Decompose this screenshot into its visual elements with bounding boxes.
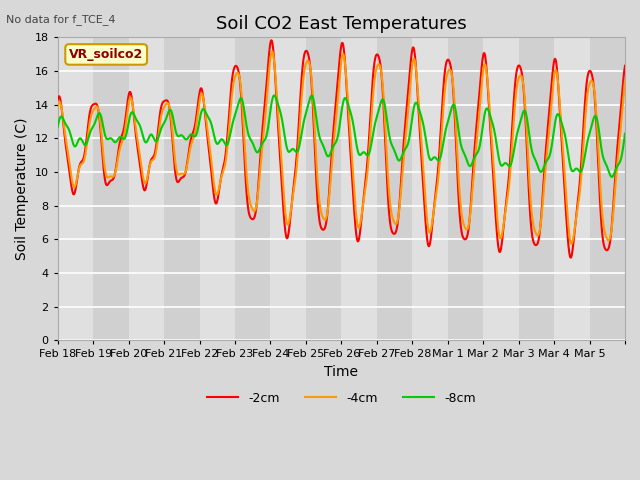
Text: No data for f_TCE_4: No data for f_TCE_4 — [6, 14, 116, 25]
-8cm — [54, 124, 61, 130]
-8cm — [559, 123, 566, 129]
-2cm — [559, 155, 566, 161]
-4cm — [614, 150, 622, 156]
Bar — [271, 37, 306, 340]
-8cm — [614, 162, 622, 168]
Legend: -2cm, -4cm, -8cm: -2cm, -4cm, -8cm — [202, 387, 481, 410]
-2cm — [614, 133, 622, 139]
-4cm — [54, 105, 61, 111]
-8cm — [143, 139, 150, 145]
-4cm — [268, 48, 276, 54]
Bar — [448, 37, 483, 340]
Bar — [164, 37, 200, 340]
-4cm — [316, 204, 324, 209]
-2cm — [316, 221, 324, 227]
-2cm — [567, 255, 575, 261]
-4cm — [143, 179, 150, 184]
Bar — [554, 37, 589, 340]
Bar — [200, 37, 235, 340]
Bar — [589, 37, 625, 340]
-2cm — [476, 91, 483, 97]
-2cm — [54, 97, 61, 103]
-4cm — [476, 109, 483, 115]
Bar — [518, 37, 554, 340]
Bar — [58, 37, 93, 340]
-8cm — [316, 136, 324, 142]
Y-axis label: Soil Temperature (C): Soil Temperature (C) — [15, 118, 29, 260]
-8cm — [608, 174, 616, 180]
-4cm — [568, 241, 575, 247]
Line: -4cm: -4cm — [58, 51, 625, 244]
Bar — [235, 37, 271, 340]
Bar — [93, 37, 129, 340]
-4cm — [621, 78, 629, 84]
Bar — [306, 37, 341, 340]
-2cm — [621, 63, 629, 69]
Bar — [377, 37, 412, 340]
-8cm — [327, 149, 335, 155]
-8cm — [621, 131, 629, 136]
Line: -8cm: -8cm — [58, 96, 625, 177]
Text: VR_soilco2: VR_soilco2 — [69, 48, 143, 61]
Bar — [483, 37, 518, 340]
-2cm — [268, 37, 275, 43]
-2cm — [143, 183, 150, 189]
-4cm — [327, 174, 335, 180]
X-axis label: Time: Time — [324, 365, 358, 379]
-8cm — [271, 93, 278, 98]
-4cm — [559, 140, 566, 146]
-8cm — [476, 144, 483, 150]
Bar — [341, 37, 377, 340]
Bar — [412, 37, 448, 340]
Bar — [129, 37, 164, 340]
Line: -2cm: -2cm — [58, 40, 625, 258]
-2cm — [327, 164, 335, 170]
Title: Soil CO2 East Temperatures: Soil CO2 East Temperatures — [216, 15, 467, 33]
